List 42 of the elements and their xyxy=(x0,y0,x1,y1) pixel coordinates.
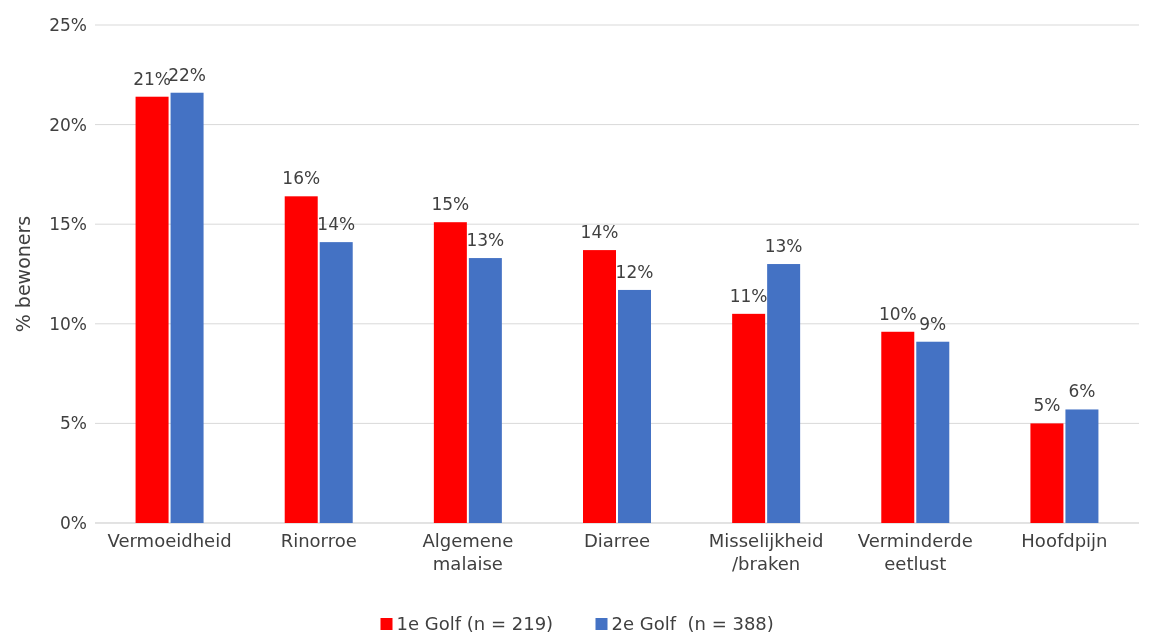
data-label: 13% xyxy=(764,236,803,257)
x-tick-label: Rinorroe xyxy=(280,530,357,551)
y-tick-label: 0% xyxy=(60,513,87,533)
legend-label: 2e Golf (n = 388) xyxy=(611,613,774,634)
data-label: 14% xyxy=(317,214,356,235)
y-tick-label: 10% xyxy=(49,313,87,334)
bar xyxy=(767,264,801,523)
y-tick-label: 20% xyxy=(49,114,87,135)
x-tick-label: Verminderde eetlust xyxy=(857,530,973,574)
x-tick-label: Algemene malaise xyxy=(422,530,514,574)
data-label: 9% xyxy=(919,313,947,334)
bar xyxy=(1065,409,1099,523)
x-tick-label: Misselijkheid /braken xyxy=(708,530,824,574)
bar xyxy=(170,92,204,523)
bar xyxy=(618,289,651,523)
bar xyxy=(135,96,169,523)
legend-label: 1e Golf (n = 219) xyxy=(396,613,554,634)
x-tick-label: Diarree xyxy=(583,530,651,551)
data-label: 11% xyxy=(729,285,768,306)
bar xyxy=(284,196,318,523)
y-tick-label: 15% xyxy=(49,214,87,235)
x-tick-label: Hoofdpijn xyxy=(1021,530,1108,551)
data-label: 16% xyxy=(282,168,321,189)
data-label: 14% xyxy=(580,222,619,243)
bar xyxy=(881,331,915,523)
bar xyxy=(916,341,950,523)
bar xyxy=(1030,423,1064,523)
y-tick-label: 25% xyxy=(49,15,87,35)
bar xyxy=(732,313,766,523)
bar xyxy=(319,242,353,523)
bar xyxy=(433,222,467,523)
y-tick-label: 5% xyxy=(60,413,87,434)
y-axis-title: % bewoners xyxy=(12,215,34,333)
data-label: 15% xyxy=(431,194,470,215)
data-label: 6% xyxy=(1068,381,1096,402)
x-tick-label: Vermoeidheid xyxy=(107,530,232,551)
data-label: 13% xyxy=(466,230,505,251)
bar xyxy=(468,258,502,523)
data-label: 10% xyxy=(878,303,917,324)
data-label: 5% xyxy=(1033,395,1061,416)
data-label: 12% xyxy=(615,261,654,282)
bar xyxy=(583,250,616,523)
